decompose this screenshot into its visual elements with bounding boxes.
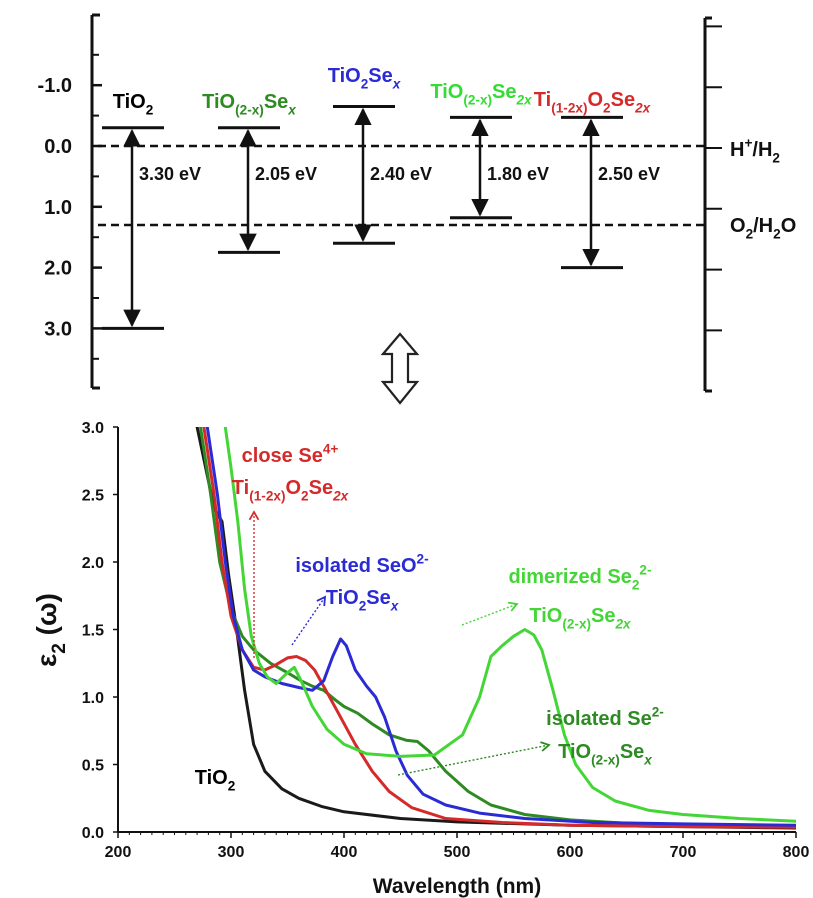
annotation-line: TiO(2-x)Sex [558, 741, 653, 767]
annotation-line: dimerized Se22- [508, 563, 651, 593]
band-ytick-label: 1.0 [44, 197, 72, 219]
band-gap-label: 2.40 eV [370, 164, 432, 184]
band-ytick-label: 3.0 [44, 318, 72, 340]
band-ytick-label: 0.0 [44, 136, 72, 158]
x-tick-label: 700 [670, 844, 697, 861]
x-tick-label: 300 [218, 844, 245, 861]
band-gap-label: 2.50 eV [598, 164, 660, 184]
band-ytick-label: 2.0 [44, 258, 72, 280]
x-tick-label: 400 [331, 844, 358, 861]
material-label: TiO(2-x)Sex [202, 91, 297, 117]
annotation-close: close Se4+ Ti(1-2x)O2Se2x [232, 442, 350, 504]
spectrum-line-2 [199, 427, 796, 829]
annotation-seo: isolated SeO2- TiO2Sex [295, 552, 428, 614]
band-diagram-panel: -1.0 0.0 1.0 2.0 3.0 H+/H2 O2/H2O 3.30 eV TiO2… [38, 13, 796, 393]
band-gap-label: 1.80 eV [487, 164, 549, 184]
dimer-pointer [461, 601, 519, 626]
annotation-line: isolated Se2- [546, 705, 664, 730]
annotation-line: TiO2 [195, 767, 236, 793]
spectrum-line-5 [223, 427, 796, 823]
band-ytick-label: -1.0 [38, 75, 72, 97]
material-label: Ti(1-2x)O2Se2x [534, 89, 652, 115]
material-label: TiO(2-x)Se2x [430, 81, 533, 107]
y-tick-label: 3.0 [82, 420, 104, 437]
double-arrow-icon [380, 332, 420, 405]
material-5: 2.50 eV Ti(1-2x)O2Se2x [534, 89, 660, 270]
y-tick-label: 2.5 [82, 488, 104, 505]
annotation-line: TiO2Sex [326, 587, 400, 613]
annotation-dimer: dimerized Se22- TiO(2-x)Se2x [508, 563, 651, 632]
material-3: 2.40 eV TiO2Sex [328, 65, 432, 245]
se2-pointer [397, 741, 551, 776]
annotation-line: Ti(1-2x)O2Se2x [232, 477, 350, 503]
annotation-line: close Se4+ [242, 442, 339, 467]
spectra-panel: 0.0 0.5 1.0 1.5 2.0 2.5 3.0 200 300 400 500 600 700 8… [31, 420, 809, 898]
annotation-tio2: TiO2 [195, 767, 236, 793]
spectra-series [195, 427, 796, 830]
o2-h2o-label: O2/H2O [730, 215, 796, 241]
annotation-line: isolated SeO2- [295, 552, 428, 577]
material-4: 1.80 eV TiO(2-x)Se2x [430, 81, 549, 220]
x-tick-label: 600 [557, 844, 584, 861]
y-tick-label: 2.0 [82, 555, 104, 572]
material-2: 2.05 eV TiO(2-x)Sex [202, 91, 317, 254]
seo-pointer [291, 595, 327, 646]
band-gap-label: 3.30 eV [139, 164, 201, 184]
material-1: 3.30 eV TiO2 [102, 91, 201, 330]
x-tick-label: 800 [783, 844, 810, 861]
y-axis-label-group: ε2 (ω) [31, 593, 70, 667]
h-plus-h2-label: H+/H2 [730, 136, 780, 166]
y-tick-label: 0.5 [82, 758, 104, 775]
x-axis-label: Wavelength (nm) [373, 875, 541, 898]
annotation-se2: isolated Se2- TiO(2-x)Sex [546, 705, 664, 768]
spectra-annotations: close Se4+ Ti(1-2x)O2Se2x isolated SeO2- Ti… [195, 442, 664, 794]
band-axes: -1.0 0.0 1.0 2.0 3.0 [38, 13, 722, 393]
band-gap-label: 2.05 eV [255, 164, 317, 184]
y-tick-label: 0.0 [82, 825, 104, 842]
spectra-axis-labels: Wavelength (nm) ε2 (ω) [31, 593, 541, 898]
y-tick-label: 1.5 [82, 623, 104, 640]
spectra-axes: 0.0 0.5 1.0 1.5 2.0 2.5 3.0 200 300 400 500 600 700 8… [82, 420, 810, 861]
materials: 3.30 eV TiO2 2.05 eV TiO(2-x)Sex 2.40 eV TiO2… [102, 65, 660, 330]
reference-levels: H+/H2 O2/H2O [98, 136, 796, 241]
y-axis-label: ε2 (ω) [31, 593, 70, 667]
y-tick-label: 1.0 [82, 690, 104, 707]
spectrum-line-4 [205, 427, 796, 827]
annotation-line: TiO(2-x)Se2x [529, 605, 632, 631]
x-tick-label: 500 [444, 844, 471, 861]
x-tick-label: 200 [105, 844, 132, 861]
material-label: TiO2 [113, 91, 154, 117]
material-label: TiO2Sex [328, 65, 402, 91]
